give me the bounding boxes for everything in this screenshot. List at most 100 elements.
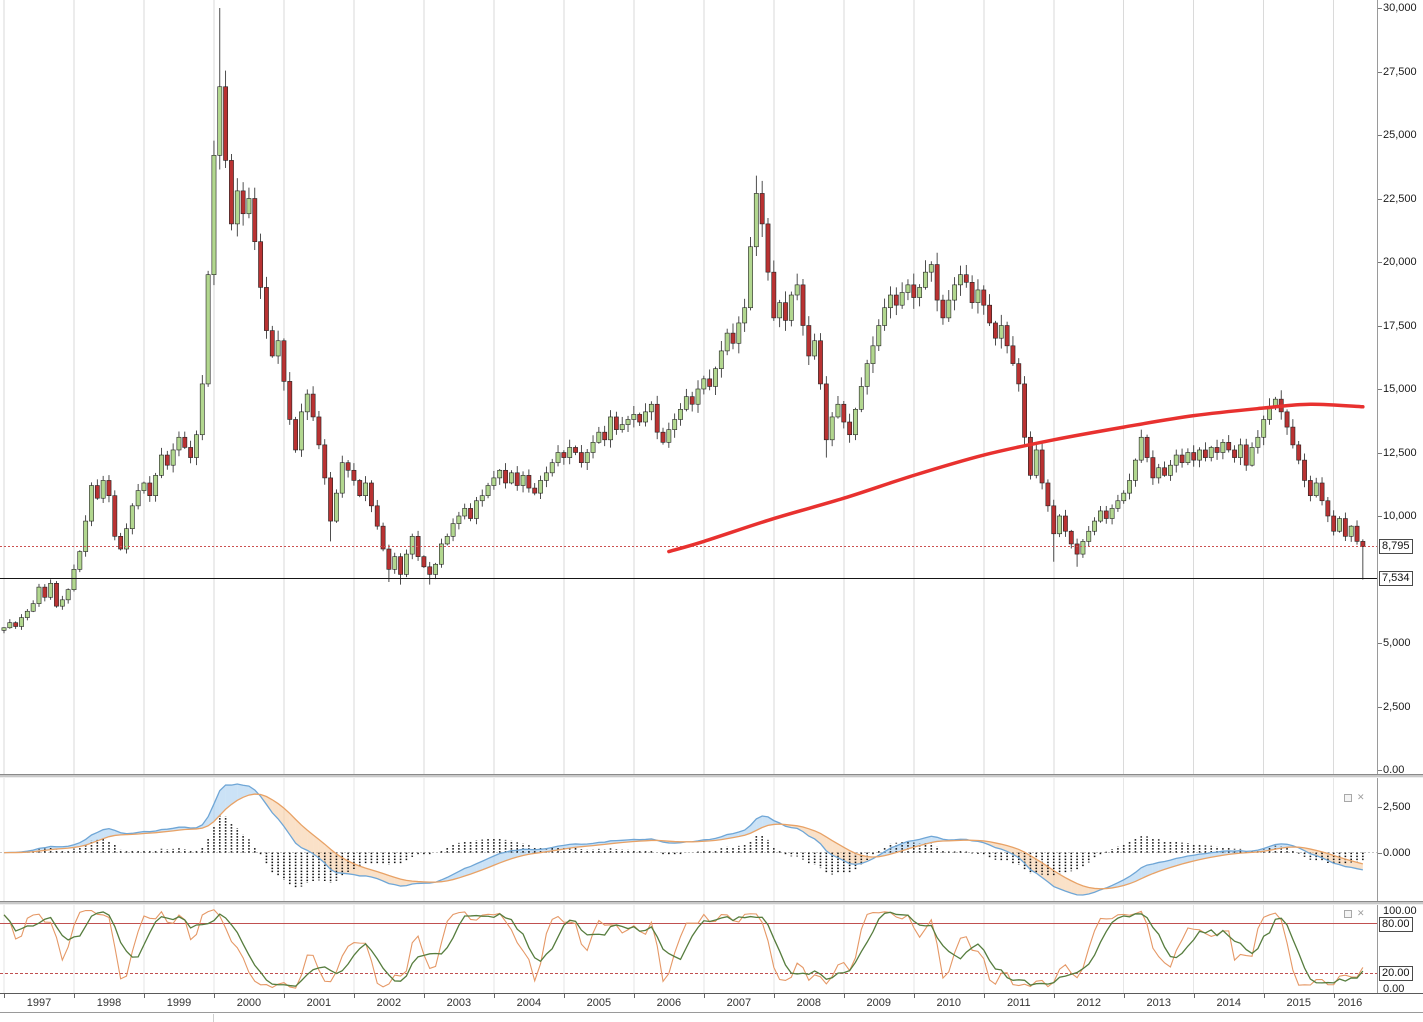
candle — [532, 487, 538, 494]
candle — [963, 274, 969, 283]
candle — [1074, 543, 1080, 555]
axis-tick — [843, 994, 845, 998]
candle — [223, 86, 229, 161]
candle — [287, 381, 293, 420]
grid-tick — [213, 1014, 214, 1022]
candle — [100, 480, 106, 499]
candle — [199, 383, 205, 436]
macd-indicator-panel[interactable] — [0, 778, 1377, 901]
candle — [888, 294, 893, 309]
candle — [170, 449, 176, 466]
candle — [456, 515, 462, 524]
candle — [1098, 510, 1103, 522]
candle — [672, 419, 678, 430]
candle — [643, 411, 648, 423]
candle — [841, 403, 847, 423]
candle — [83, 520, 89, 552]
candle — [211, 155, 217, 276]
candle — [1261, 419, 1267, 438]
stoch-level-tag: 20.00 — [1379, 966, 1413, 982]
moving-average-line[interactable] — [667, 402, 1365, 554]
year-label: 2006 — [656, 997, 682, 1009]
candle — [678, 409, 683, 420]
candle — [1197, 449, 1202, 461]
candle — [1168, 464, 1173, 476]
candle — [573, 447, 578, 453]
candle — [975, 289, 981, 303]
year-label: 2000 — [236, 997, 262, 1009]
candle — [473, 500, 479, 519]
year-label: 2008 — [796, 997, 822, 1009]
candle — [1028, 436, 1033, 476]
candle — [89, 485, 94, 522]
scale-tick — [1378, 71, 1382, 73]
pane-divider[interactable] — [0, 774, 1423, 778]
candle — [351, 469, 357, 481]
candle — [619, 424, 625, 430]
main-price-chart[interactable] — [0, 0, 1377, 774]
axis-tick — [493, 994, 495, 998]
candle — [1214, 447, 1220, 453]
time-axis[interactable]: 1997 1998 1999 2000 2001 2002 2003 2004 2005 2006… — [0, 993, 1423, 1012]
candle — [1290, 426, 1296, 446]
candle — [392, 556, 398, 570]
price-scale[interactable]: 30,000 27,500 25,000 22,500 20,000 17,500 15,0… — [1377, 0, 1423, 1022]
maximize-panel-icon[interactable] — [1344, 909, 1352, 918]
pane-divider[interactable] — [0, 901, 1423, 905]
candle — [269, 330, 275, 357]
candle — [357, 480, 363, 496]
close-panel-icon[interactable]: ✕ — [1357, 792, 1365, 802]
candle — [934, 264, 940, 301]
candle — [835, 403, 841, 418]
candle — [106, 480, 112, 496]
candle — [438, 543, 444, 565]
candle — [1360, 541, 1366, 547]
year-label: 2016 — [1337, 997, 1363, 1009]
stochastic-indicator-panel[interactable] — [0, 905, 1377, 993]
axis-tick — [143, 994, 145, 998]
scale-tick — [1378, 389, 1382, 390]
candle — [1, 627, 7, 631]
candle — [561, 452, 567, 458]
scale-tick — [1378, 706, 1382, 708]
candle — [876, 325, 882, 347]
scale-tick — [1378, 643, 1382, 644]
maximize-panel-icon[interactable] — [1344, 793, 1352, 802]
candle — [491, 477, 497, 486]
scale-tick — [1378, 452, 1382, 454]
candle — [987, 304, 993, 324]
candle — [398, 556, 403, 575]
candles — [1, 8, 1366, 634]
candle — [1051, 505, 1057, 535]
candle — [1039, 449, 1045, 484]
axis-tick — [1333, 994, 1335, 998]
hline-price-tag: 7,534 — [1379, 570, 1413, 586]
candle — [19, 617, 24, 627]
price-scale-label: 12,500 — [1383, 446, 1417, 459]
year-label: 2009 — [866, 997, 892, 1009]
candle — [188, 447, 194, 458]
candle — [1109, 508, 1115, 519]
candle — [1127, 480, 1132, 494]
candle — [993, 322, 998, 339]
candle — [1249, 447, 1255, 466]
candle — [1354, 525, 1360, 542]
candle — [870, 345, 876, 364]
price-scale-label: 30,000 — [1383, 2, 1417, 14]
candle — [229, 160, 234, 225]
year-label: 2001 — [306, 997, 332, 1009]
candle — [1348, 525, 1354, 537]
candle — [118, 536, 124, 550]
candle — [1331, 515, 1337, 532]
candle — [252, 198, 258, 242]
candle — [1080, 541, 1086, 555]
close-panel-icon[interactable]: ✕ — [1357, 908, 1365, 918]
macd-panel-controls: ✕ — [1344, 793, 1365, 802]
year-label: 2012 — [1076, 997, 1101, 1009]
year-label: 2015 — [1286, 997, 1311, 1009]
candle — [1243, 444, 1249, 466]
candle — [1144, 436, 1150, 458]
candle — [147, 482, 153, 496]
macd-scale-label: 2,500 — [1383, 801, 1411, 814]
